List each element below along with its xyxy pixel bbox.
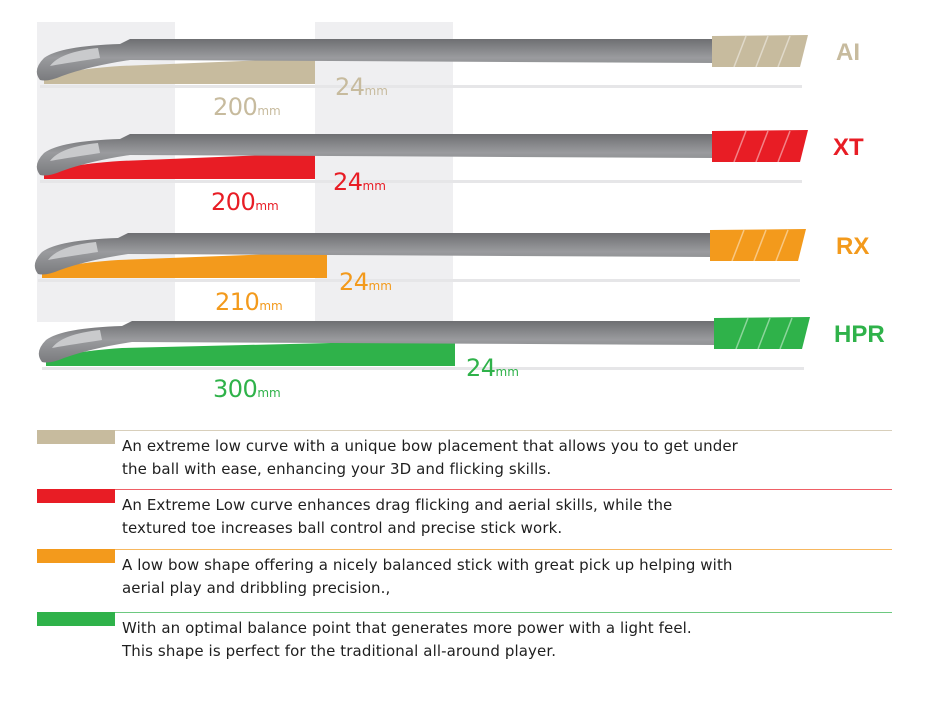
bow-height-unit: mm	[369, 279, 392, 293]
grip-wrap-line	[757, 317, 771, 350]
grip-band	[714, 317, 810, 349]
stick-row-xt	[36, 130, 808, 183]
baseline-rule	[40, 85, 802, 88]
hook-highlight	[48, 242, 98, 260]
grip-wrap-line	[733, 35, 747, 68]
stick-row-ai	[36, 35, 808, 88]
description-line: textured toe increases ball control and …	[122, 519, 563, 537]
grip-wrap-line	[775, 229, 789, 262]
bow-height-label: 24mm	[333, 168, 386, 196]
bow-height-label: 24mm	[335, 73, 388, 101]
description-line: the ball with ease, enhancing your 3D an…	[122, 460, 552, 478]
baseline-rule	[40, 180, 802, 183]
bow-length-value: 200	[211, 188, 255, 216]
grip-band	[712, 35, 808, 67]
bow-height-label: 24mm	[466, 354, 519, 382]
bow-length-value: 210	[215, 288, 259, 316]
bow-length-label: 300mm	[213, 375, 281, 403]
stick-profiles: AI200mm24mmXT200mm24mmRX210mm24mmHPR300m…	[34, 22, 885, 403]
description-line: An Extreme Low curve enhances drag flick…	[122, 496, 673, 514]
description-line: An extreme low curve with a unique bow p…	[122, 437, 738, 455]
grip-band	[710, 229, 806, 261]
description-line: This shape is perfect for the traditiona…	[122, 642, 557, 660]
bow-profile	[42, 252, 327, 278]
bow-length-label: 200mm	[211, 188, 279, 216]
bow-length-label: 200mm	[213, 93, 281, 121]
grip-wrap-line	[755, 35, 769, 68]
description-text: A low bow shape offering a nicely balanc…	[122, 554, 882, 600]
stick-row-hpr	[38, 317, 810, 370]
grip-wrap-line	[735, 317, 749, 350]
bow-length-unit: mm	[255, 199, 278, 213]
bow-height-value: 24	[333, 168, 363, 196]
stick-shaft	[36, 39, 716, 81]
stick-shaft	[34, 233, 714, 275]
description-text: An Extreme Low curve enhances drag flick…	[122, 494, 882, 540]
description-text: With an optimal balance point that gener…	[122, 617, 882, 663]
stick-shaft	[36, 134, 716, 176]
grip-wrap-line	[779, 317, 793, 350]
grip-wrap-line	[733, 130, 747, 163]
bow-profile	[44, 58, 315, 84]
bow-profile	[44, 153, 315, 179]
bow-height-value: 24	[466, 354, 496, 382]
grip-band	[712, 130, 808, 162]
description-line: A low bow shape offering a nicely balanc…	[122, 556, 733, 574]
grip-wrap-line	[755, 130, 769, 163]
bow-height-unit: mm	[365, 84, 388, 98]
guide-band-mid	[315, 22, 453, 322]
hook-highlight	[50, 48, 100, 66]
description-line: With an optimal balance point that gener…	[122, 619, 692, 637]
bow-height-label: 24mm	[339, 268, 392, 296]
grip-wrap-line	[731, 229, 745, 262]
bow-length-unit: mm	[259, 299, 282, 313]
color-swatch	[37, 549, 115, 563]
description-line: aerial play and dribbling precision.,	[122, 579, 391, 597]
divider-rule	[115, 612, 892, 613]
color-swatch	[37, 489, 115, 503]
grip-wrap-line	[753, 229, 767, 262]
stick-shaft	[38, 321, 718, 363]
stick-name-xt: XT	[833, 134, 864, 161]
stick-row-rx	[34, 229, 806, 282]
stick-name-rx: RX	[836, 233, 869, 260]
bow-length-value: 300	[213, 375, 257, 403]
color-swatch	[37, 612, 115, 626]
bow-length-label: 210mm	[215, 288, 283, 316]
bow-length-unit: mm	[257, 104, 280, 118]
description-text: An extreme low curve with a unique bow p…	[122, 435, 882, 481]
bow-height-unit: mm	[363, 179, 386, 193]
bow-length-value: 200	[213, 93, 257, 121]
color-swatch	[37, 430, 115, 444]
bow-height-value: 24	[339, 268, 369, 296]
stick-name-ai: AI	[836, 39, 860, 66]
bow-height-value: 24	[335, 73, 365, 101]
baseline-rule	[38, 279, 800, 282]
hook-highlight	[50, 143, 100, 161]
divider-rule	[115, 489, 892, 490]
bow-length-unit: mm	[257, 386, 280, 400]
baseline-rule	[42, 367, 804, 370]
bow-profile	[46, 340, 455, 366]
grip-wrap-line	[777, 130, 791, 163]
divider-rule	[115, 430, 892, 431]
bow-height-unit: mm	[496, 365, 519, 379]
grip-wrap-line	[777, 35, 791, 68]
divider-rule	[115, 549, 892, 550]
stick-name-hpr: HPR	[834, 321, 885, 348]
hook-highlight	[52, 330, 102, 348]
